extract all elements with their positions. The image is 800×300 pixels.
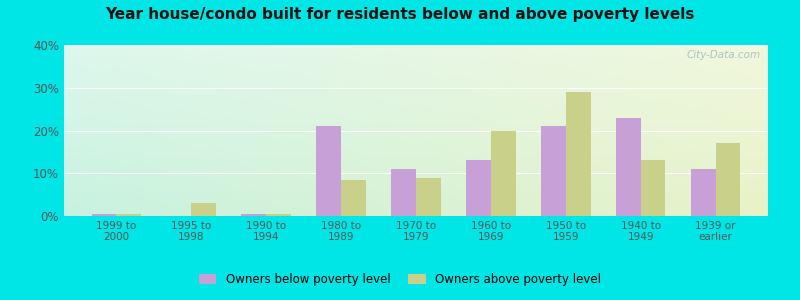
Bar [242, 214, 266, 216]
Text: City-Data.com: City-Data.com [687, 50, 761, 60]
Bar [341, 180, 366, 216]
Bar [191, 203, 216, 216]
Bar [566, 92, 590, 216]
Bar [616, 118, 641, 216]
Bar [266, 214, 291, 216]
Bar [641, 160, 666, 216]
Bar [491, 130, 516, 216]
Legend: Owners below poverty level, Owners above poverty level: Owners below poverty level, Owners above… [194, 269, 606, 291]
Bar [316, 126, 341, 216]
Text: Year house/condo built for residents below and above poverty levels: Year house/condo built for residents bel… [106, 8, 694, 22]
Bar [391, 169, 416, 216]
Bar [117, 214, 141, 216]
Bar [691, 169, 715, 216]
Bar [416, 178, 441, 216]
Bar [541, 126, 566, 216]
Bar [715, 143, 740, 216]
Bar [92, 214, 117, 216]
Bar [466, 160, 491, 216]
